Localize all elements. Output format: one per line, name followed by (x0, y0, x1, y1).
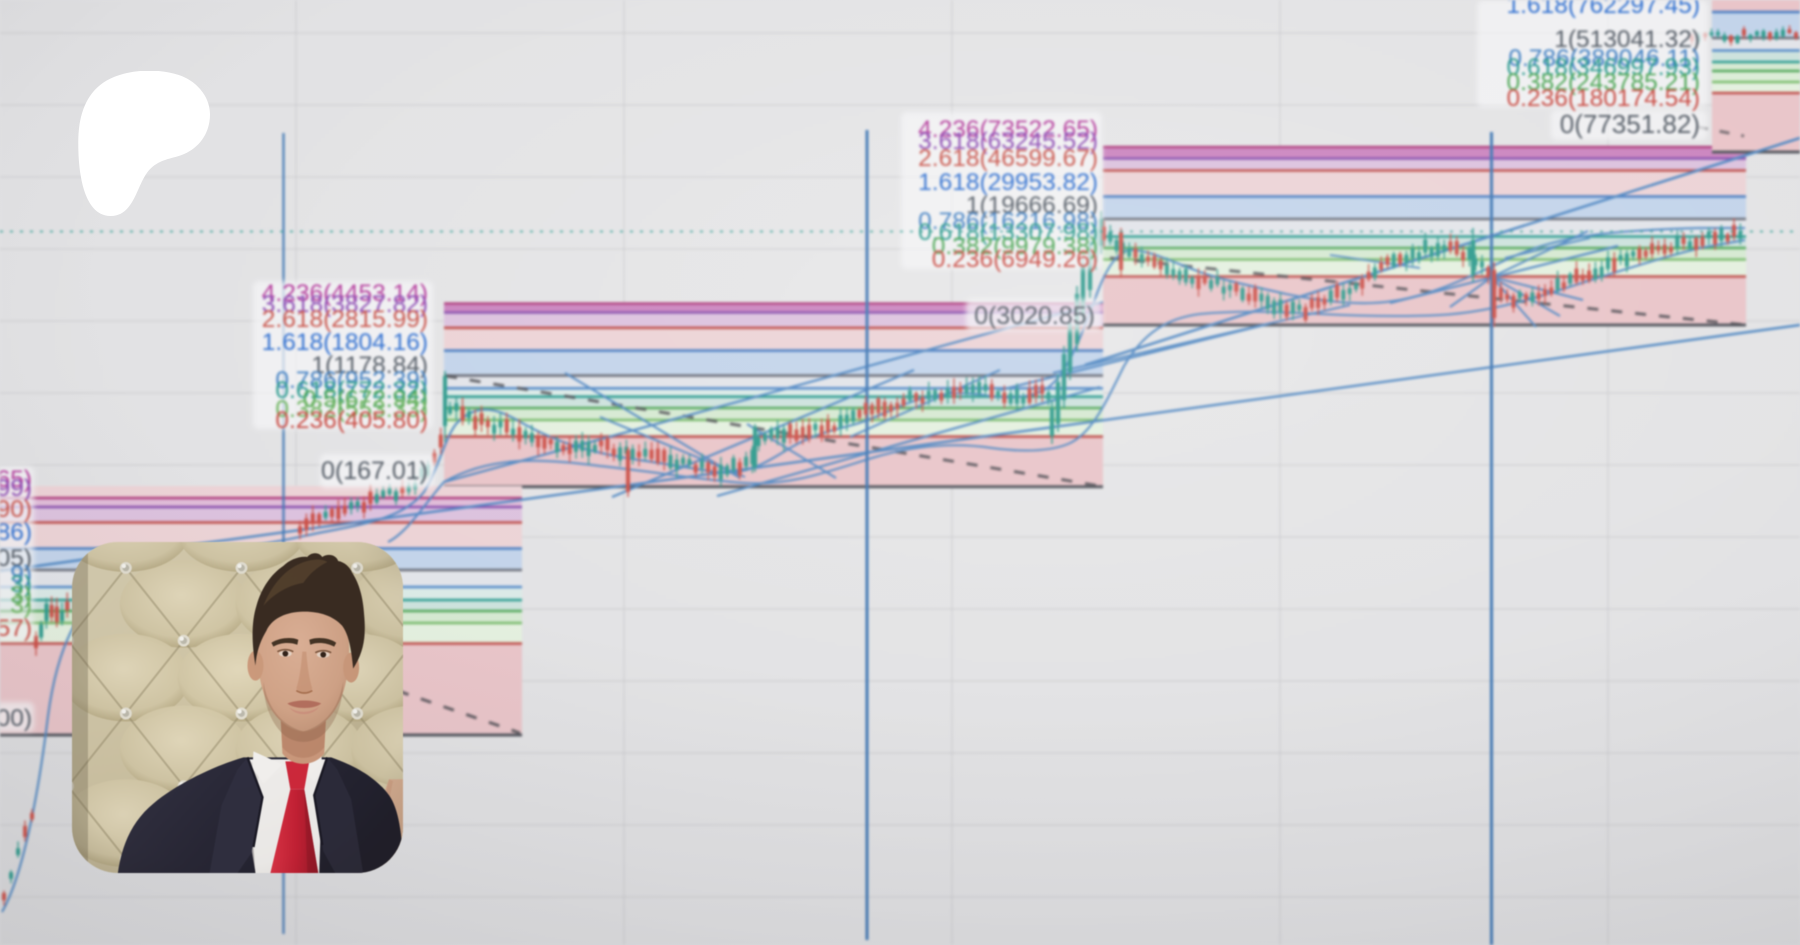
svg-text:3): 3) (10, 582, 32, 609)
svg-text:0.786(952.39): 0.786(952.39) (275, 367, 428, 394)
svg-text:86): 86) (0, 519, 32, 546)
svg-text:3.618(63245.52): 3.618(63245.52) (918, 128, 1098, 155)
svg-text:0.382(553.33): 0.382(553.33) (275, 396, 428, 423)
svg-text:0.236(405.80): 0.236(405.80) (275, 407, 428, 434)
svg-text:0.786(16216.98): 0.786(16216.98) (918, 208, 1098, 235)
svg-text:3.618(3827.82): 3.618(3827.82) (262, 291, 428, 318)
svg-text:99): 99) (0, 475, 32, 502)
svg-text:2.618(2815.99): 2.618(2815.99) (262, 306, 428, 333)
svg-text:1(513041.32): 1(513041.32) (1554, 26, 1700, 53)
svg-text:0.5(672.94): 0.5(672.94) (303, 386, 428, 413)
svg-text:3): 3) (10, 571, 32, 598)
svg-text:0.382(243785.21): 0.382(243785.21) (1507, 69, 1700, 96)
svg-text:4.236(4453.14): 4.236(4453.14) (262, 280, 428, 307)
svg-text:1(19666.69): 1(19666.69) (966, 192, 1098, 219)
svg-text:0(3020.85): 0(3020.85) (974, 302, 1095, 330)
svg-text:0.618(346997.93): 0.618(346997.93) (1507, 54, 1700, 81)
svg-text:65): 65) (0, 466, 32, 493)
svg-text:9): 9) (10, 561, 32, 588)
svg-text:4.236(73522.65): 4.236(73522.65) (918, 116, 1098, 143)
svg-text:05): 05) (0, 545, 32, 572)
svg-text:3): 3) (10, 592, 32, 619)
svg-text:1.618(1804.16): 1.618(1804.16) (262, 329, 428, 356)
svg-text:0.236(180174.54): 0.236(180174.54) (1507, 85, 1700, 112)
svg-text:90): 90) (0, 496, 32, 523)
svg-text:0.236(6949.26): 0.236(6949.26) (932, 246, 1098, 273)
svg-text:0.618(13307.98): 0.618(13307.98) (918, 219, 1098, 246)
svg-text:0.618(772.32): 0.618(772.32) (275, 377, 428, 404)
svg-text:0.382(9979.38): 0.382(9979.38) (932, 233, 1098, 260)
svg-text:0.786(389046.11): 0.786(389046.11) (1508, 45, 1700, 72)
svg-text:00): 00) (0, 705, 32, 732)
svg-text:1.618(29953.82): 1.618(29953.82) (918, 169, 1098, 196)
svg-text:0(167.01): 0(167.01) (321, 457, 428, 485)
svg-text:1.618(762297.45): 1.618(762297.45) (1507, 0, 1700, 19)
svg-text:57): 57) (0, 615, 32, 642)
svg-text:2.618(46599.67): 2.618(46599.67) (918, 145, 1098, 172)
svg-text:0(77351.82): 0(77351.82) (1560, 109, 1700, 139)
svg-text:1(1178.84): 1(1178.84) (311, 352, 428, 379)
